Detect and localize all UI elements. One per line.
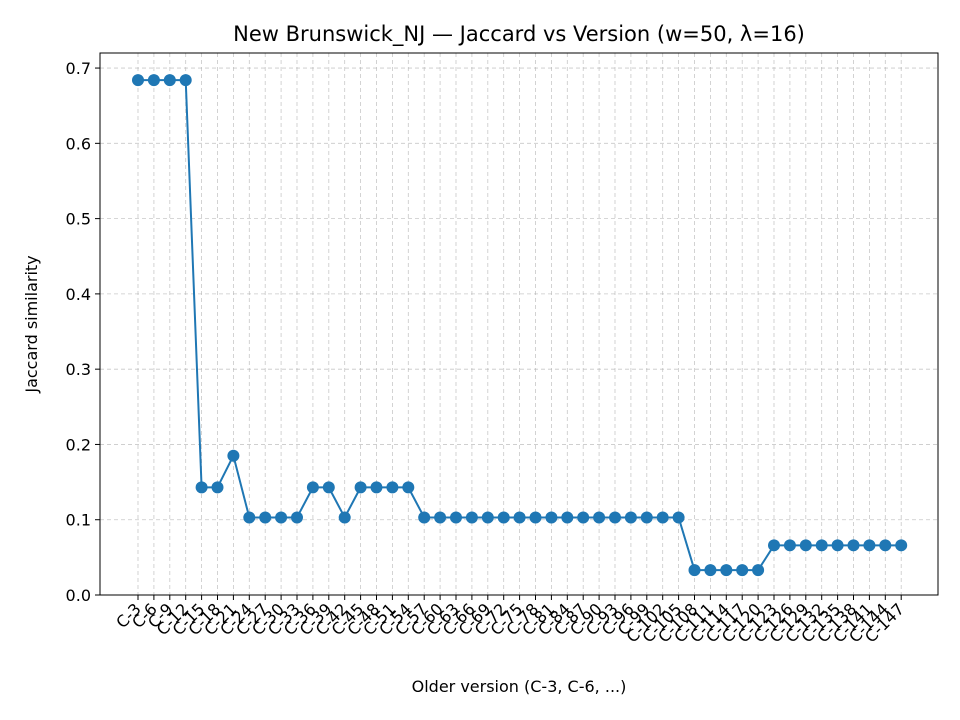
data-point bbox=[624, 511, 637, 524]
data-point bbox=[434, 511, 447, 524]
y-tick-label: 0.5 bbox=[66, 210, 91, 229]
data-point bbox=[370, 481, 383, 494]
data-point bbox=[497, 511, 510, 524]
data-point bbox=[736, 564, 749, 577]
data-point bbox=[752, 564, 765, 577]
data-point bbox=[338, 511, 351, 524]
data-point bbox=[720, 564, 733, 577]
axes-frame bbox=[99, 52, 939, 596]
data-point bbox=[259, 511, 272, 524]
data-point bbox=[418, 511, 431, 524]
data-point bbox=[322, 481, 335, 494]
data-point bbox=[609, 511, 621, 524]
y-tick-label: 0.4 bbox=[66, 285, 91, 304]
grid-lines bbox=[100, 53, 938, 596]
y-tick-label: 0.6 bbox=[66, 134, 91, 153]
data-point bbox=[799, 539, 812, 552]
data-point bbox=[195, 481, 208, 494]
y-tick-label: 0.2 bbox=[66, 435, 91, 454]
y-tick-label: 0.3 bbox=[66, 360, 91, 379]
data-point bbox=[179, 74, 192, 87]
series-line-group bbox=[132, 74, 908, 577]
data-point bbox=[354, 481, 367, 494]
data-point bbox=[672, 511, 685, 524]
data-point bbox=[513, 511, 526, 524]
y-axis-label: Jaccard similarity bbox=[22, 255, 41, 393]
data-point bbox=[132, 74, 144, 87]
data-point bbox=[768, 539, 780, 552]
data-point bbox=[465, 511, 478, 524]
x-axis-label: Older version (C-3, C-6, ...) bbox=[412, 677, 627, 696]
data-point bbox=[577, 511, 590, 524]
data-point bbox=[656, 511, 669, 524]
y-tick-label: 0.0 bbox=[66, 586, 91, 605]
data-point bbox=[275, 511, 288, 524]
data-point bbox=[704, 564, 717, 577]
data-point bbox=[291, 511, 303, 524]
data-point bbox=[163, 74, 176, 87]
data-point bbox=[227, 449, 240, 462]
data-point bbox=[147, 74, 160, 87]
data-point bbox=[879, 539, 892, 552]
y-tick-label: 0.1 bbox=[66, 511, 91, 530]
y-tick-label: 0.7 bbox=[66, 59, 91, 78]
data-point bbox=[688, 564, 701, 577]
data-point bbox=[847, 539, 860, 552]
data-point bbox=[545, 511, 558, 524]
data-point bbox=[450, 511, 462, 524]
data-point bbox=[783, 539, 796, 552]
data-point bbox=[831, 539, 844, 552]
data-point bbox=[481, 511, 494, 524]
data-point bbox=[386, 481, 399, 494]
data-point bbox=[402, 481, 415, 494]
data-point bbox=[593, 511, 606, 524]
data-point bbox=[211, 481, 224, 494]
data-point bbox=[815, 539, 828, 552]
chart-title: New Brunswick_NJ — Jaccard vs Version (w… bbox=[233, 22, 805, 47]
data-point bbox=[640, 511, 653, 524]
data-point bbox=[529, 511, 542, 524]
data-point bbox=[895, 539, 908, 552]
data-point bbox=[561, 511, 574, 524]
y-axis-ticks: 0.0 0.1 0.2 0.3 0.4 0.5 0.6 0.7 bbox=[66, 59, 100, 605]
data-point bbox=[863, 539, 876, 552]
data-point bbox=[306, 481, 319, 494]
data-point bbox=[243, 511, 256, 524]
